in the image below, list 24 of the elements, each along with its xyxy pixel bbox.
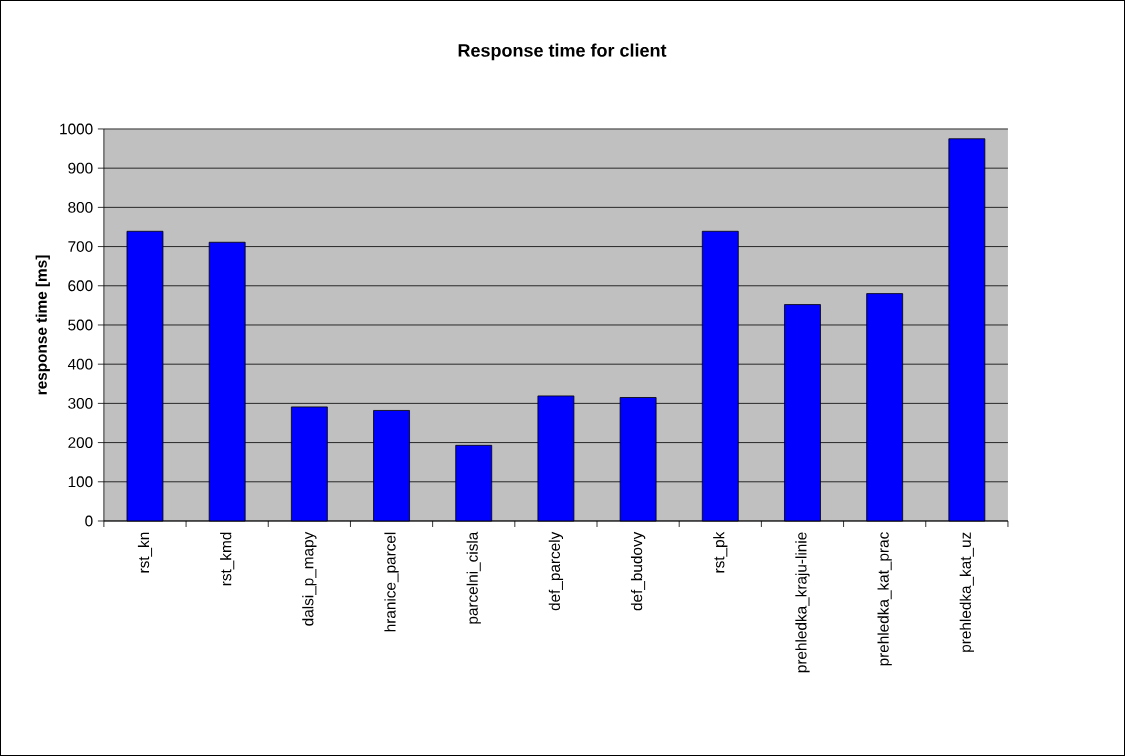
x-tick-label: dalsi_p_mapy [302, 531, 317, 626]
x-tick-label: parcelni_cisla [466, 531, 481, 624]
y-tick-label: 500 [68, 319, 93, 331]
y-tick-label: 600 [68, 280, 93, 292]
y-tick-label: 900 [68, 162, 93, 174]
y-tick-label: 100 [68, 476, 93, 488]
y-tick-label: 200 [68, 437, 93, 449]
x-tick-label: rst_pk [713, 531, 728, 573]
y-tick-label: 300 [68, 397, 93, 409]
y-tick-label: 800 [68, 201, 93, 213]
y-tick-label: 1000 [60, 123, 93, 135]
y-axis-title: response time [ms] [35, 255, 50, 395]
x-tick-label: prehledka_kraju-linie [795, 532, 810, 673]
x-tick-label: def_parcely [548, 531, 564, 611]
y-tick-label: 0 [85, 515, 93, 527]
chart-title: Response time for client [458, 43, 667, 61]
y-tick-label: 700 [68, 241, 93, 253]
x-tick-label: def_budovy [630, 531, 646, 611]
x-tick-label: prehledka_kat_uz [959, 532, 974, 652]
x-tick-label: prehledka_kat_prac [877, 532, 892, 666]
x-tick-label: rst_kmd [220, 532, 235, 586]
y-tick-label: 400 [67, 358, 93, 370]
x-tick-label: rst_kn [137, 532, 153, 573]
x-tick-label: hranice_parcel [384, 532, 399, 632]
